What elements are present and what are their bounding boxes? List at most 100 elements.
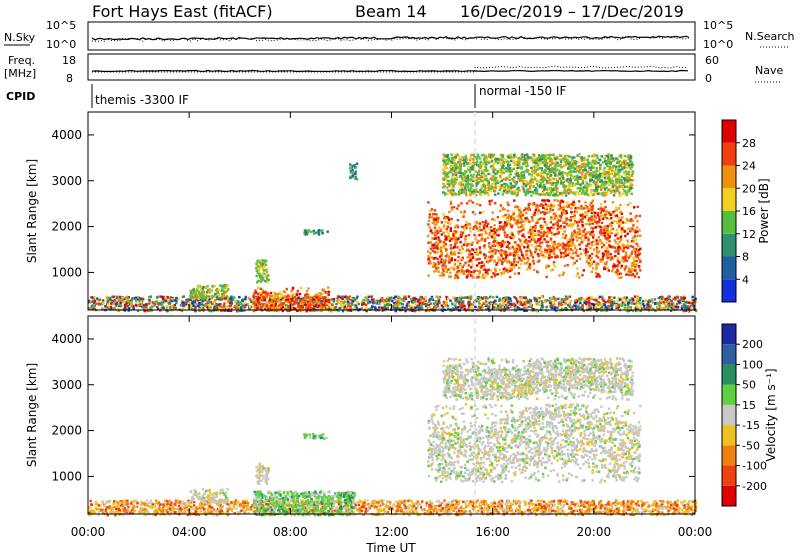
freq-unit: [MHz] [4,67,36,80]
echo-cell [600,208,602,210]
echo-cell [604,160,606,162]
echo-cell [464,262,466,264]
echo-cell [595,167,597,169]
echo-cell [509,154,511,156]
echo-cell [595,226,597,228]
echo-cell [604,172,606,174]
echo-cell [583,230,585,232]
echo-cell [621,297,623,299]
echo-cell [505,304,507,306]
echo-cell [489,203,491,205]
echo-cell [484,190,486,192]
echo-cell [624,300,626,302]
echo-cell [468,255,470,257]
echo-cell [534,189,536,191]
echo-cell [630,187,632,189]
echo-cell [135,304,137,306]
echo-cell [593,190,595,192]
echo-cell [471,244,473,246]
echo-cell [581,305,583,307]
echo-cell [442,172,444,174]
echo-cell [594,182,596,184]
echo-cell [470,266,472,268]
echo-cell [600,212,602,214]
echo-cell [558,170,560,172]
echo-cell [467,223,469,225]
echo-cell [598,236,600,238]
echo-cell [593,234,595,236]
echo-cell [450,244,452,246]
echo-cell [534,176,536,178]
nsearch-bottom-tick: 10^0 [703,38,733,51]
echo-cell [604,213,606,215]
echo-cell [534,251,536,253]
nsky-label: N.Sky [4,31,36,44]
echo-cell [528,306,530,308]
echo-cell [457,266,459,268]
echo-cell [511,178,513,180]
echo-cell [576,268,578,270]
echo-cell [558,243,560,245]
echo-cell [503,162,505,164]
echo-cell [492,171,494,173]
echo-cell [621,213,623,215]
echo-cell [500,161,502,163]
echo-cell [628,178,630,180]
echo-cell [589,172,591,174]
echo-cell [621,162,623,164]
echo-cell [569,189,571,191]
echo-cell [600,203,602,205]
echo-cell [597,212,599,214]
echo-cell [469,230,471,232]
echo-cell [518,267,520,269]
echo-cell [549,205,551,207]
echo-cell [616,300,618,302]
echo-cell [584,185,586,187]
echo-cell [627,302,629,304]
echo-cell [543,199,545,201]
echo-cell [510,182,512,184]
echo-cell [616,214,618,216]
echo-cell [499,269,501,271]
echo-cell [577,255,579,257]
echo-cell [427,201,429,203]
echo-cell [452,189,454,191]
echo-cell [478,262,480,264]
echo-cell [588,194,590,196]
echo-cell [638,249,640,251]
echo-cell [606,254,608,256]
echo-cell [459,158,461,160]
plot-title: Fort Hays East (fitACF) [92,2,273,21]
echo-cell [578,154,580,156]
echo-cell [484,257,486,259]
echo-cell [567,224,569,226]
echo-cell [569,166,571,168]
echo-cell [630,162,632,164]
echo-cell [579,166,581,168]
echo-cell [541,241,543,243]
echo-cell [510,189,512,191]
echo-cell [567,264,569,266]
echo-cell [453,173,455,175]
echo-cell [463,165,465,167]
echo-cell [437,236,439,238]
echo-cell [490,269,492,271]
echo-cell [511,224,513,226]
echo-cell [593,248,595,250]
echo-cell [564,230,566,232]
echo-cell [565,234,567,236]
echo-cell [568,174,570,176]
echo-cell [448,259,450,261]
echo-cell [467,301,469,303]
echo-cell [549,208,551,210]
echo-cell [611,171,613,173]
echo-cell [618,174,620,176]
echo-cell [623,258,625,260]
echo-cell [544,155,546,157]
echo-cell [654,302,656,304]
echo-cell [604,187,606,189]
echo-cell [580,187,582,189]
echo-cell [253,298,255,300]
echo-cell [547,177,549,179]
echo-cell [584,169,586,171]
